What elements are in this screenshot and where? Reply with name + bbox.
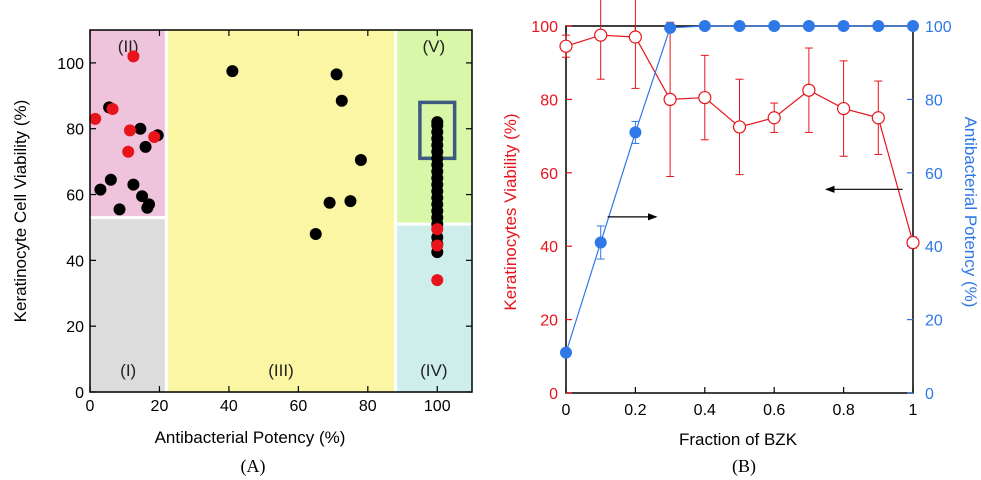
red-point bbox=[123, 124, 136, 137]
x-tick-label: 0.6 bbox=[763, 402, 785, 419]
right-series-point bbox=[733, 20, 746, 32]
y-right-tick-label: 80 bbox=[925, 92, 943, 109]
x-tick-label: 0 bbox=[562, 402, 571, 419]
region-3 bbox=[166, 30, 396, 392]
region-label: (III) bbox=[268, 361, 294, 380]
y-right-tick-label: 60 bbox=[925, 166, 943, 183]
right-series-point bbox=[802, 20, 815, 32]
panel-b-ylabel-right: Antibacterial Potency (%) bbox=[961, 117, 980, 308]
left-series-point bbox=[767, 111, 781, 125]
red-point bbox=[148, 130, 161, 143]
black-point bbox=[104, 173, 117, 186]
right-series-point bbox=[768, 20, 781, 32]
black-point bbox=[354, 153, 367, 166]
x-tick-label: 1 bbox=[909, 402, 918, 419]
region-label: (V) bbox=[422, 37, 445, 56]
left-series-point bbox=[732, 120, 747, 134]
black-point bbox=[335, 94, 348, 107]
panel-b-label: (B) bbox=[732, 456, 756, 477]
left-series-point bbox=[594, 28, 608, 42]
right-series-point bbox=[872, 20, 885, 32]
x-tick-label: 80 bbox=[359, 398, 377, 415]
left-series-point bbox=[559, 39, 573, 53]
right-series-point bbox=[560, 346, 572, 359]
black-point bbox=[136, 190, 149, 203]
red-point bbox=[122, 145, 135, 158]
black-point bbox=[226, 65, 239, 78]
black-point bbox=[344, 195, 357, 208]
red-point bbox=[127, 50, 140, 63]
x-tick-label: 100 bbox=[424, 398, 451, 415]
left-series-point bbox=[663, 92, 677, 107]
black-point bbox=[127, 178, 140, 191]
y-left-tick-label: 40 bbox=[540, 239, 558, 256]
x-tick-label: 0.2 bbox=[624, 402, 646, 419]
right-series-point bbox=[664, 21, 677, 34]
left-series-point bbox=[698, 90, 712, 105]
red-point bbox=[106, 102, 119, 115]
region-1 bbox=[90, 217, 167, 392]
y-tick-label: 20 bbox=[66, 319, 84, 336]
panel-b-ylabel-left: Keratinocytes Viability (%) bbox=[501, 113, 520, 310]
panel-a-frame bbox=[89, 29, 473, 393]
panel-a-scatter: (I)(II)(III) (IV)(V) 0 20 40 60 80 10002040608… bbox=[11, 29, 473, 477]
left-series-point bbox=[628, 30, 643, 44]
y-left-tick-label: 80 bbox=[540, 92, 558, 109]
red-point bbox=[431, 274, 444, 287]
x-tick-label: 60 bbox=[289, 398, 307, 415]
y-right-tick-label: 40 bbox=[925, 239, 943, 256]
red-point bbox=[431, 239, 444, 252]
panel-a-ylabel: Keratinocyte Cell Viability (%) bbox=[11, 100, 30, 323]
y-tick-label: 80 bbox=[66, 122, 84, 139]
y-tick-label: 0 bbox=[75, 385, 84, 402]
black-point bbox=[139, 140, 152, 153]
y-tick-label: 60 bbox=[66, 188, 84, 205]
panel-a-xlabel: Antibacterial Potency (%) bbox=[155, 428, 346, 447]
left-series-point bbox=[906, 235, 920, 250]
black-point bbox=[94, 183, 107, 196]
left-series-point bbox=[802, 83, 816, 97]
y-left-tick-label: 20 bbox=[540, 313, 558, 330]
x-tick-label: 0.4 bbox=[694, 402, 716, 419]
region-label: (I) bbox=[120, 361, 136, 380]
black-point bbox=[323, 196, 336, 209]
black-point bbox=[143, 198, 156, 211]
y-left-tick-label: 60 bbox=[540, 166, 558, 183]
red-point bbox=[89, 112, 102, 125]
region-label: (IV) bbox=[420, 361, 447, 380]
y-tick-label: 40 bbox=[66, 253, 84, 270]
panel-b-xlabel: Fraction of BZK bbox=[679, 430, 798, 449]
x-tick-label: 40 bbox=[220, 398, 238, 415]
panel-a-label: (A) bbox=[241, 456, 266, 477]
y-right-tick-label: 20 bbox=[925, 313, 943, 330]
x-tick-label: 20 bbox=[151, 398, 169, 415]
left-series-point bbox=[836, 101, 851, 116]
x-tick-label: 0.8 bbox=[832, 402, 854, 419]
black-point bbox=[113, 203, 126, 216]
y-right-tick-label: 100 bbox=[925, 19, 952, 36]
right-series-point bbox=[698, 20, 711, 32]
right-series-point bbox=[837, 20, 850, 32]
x-tick-label: 0 bbox=[86, 398, 95, 415]
right-series-point bbox=[629, 126, 642, 139]
y-left-tick-label: 100 bbox=[531, 19, 558, 36]
left-series-point bbox=[871, 111, 885, 125]
black-point bbox=[330, 68, 343, 81]
red-point bbox=[431, 223, 444, 236]
y-left-tick-label: 0 bbox=[549, 386, 558, 403]
black-point bbox=[309, 228, 322, 241]
y-right-tick-label: 0 bbox=[925, 386, 934, 403]
y-tick-label: 100 bbox=[57, 56, 84, 73]
black-point bbox=[134, 122, 147, 135]
right-series-point bbox=[594, 236, 607, 249]
right-series-point bbox=[907, 20, 919, 32]
